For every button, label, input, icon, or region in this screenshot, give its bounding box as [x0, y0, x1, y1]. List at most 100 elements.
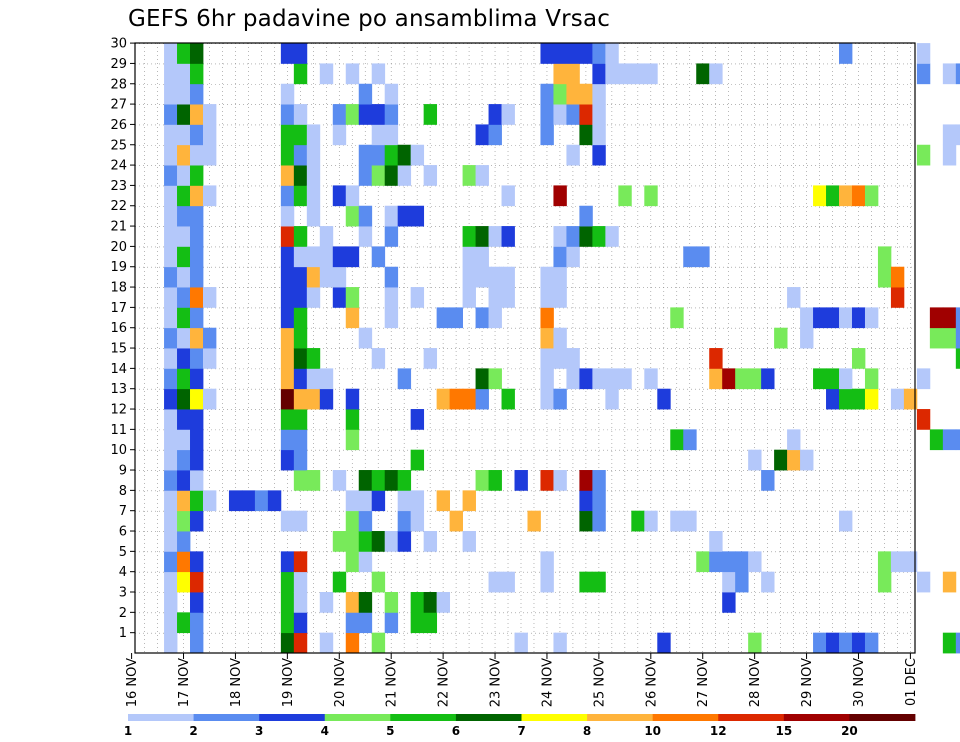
heatmap-cell [540, 470, 554, 491]
heatmap-cell [280, 124, 295, 146]
heatmap-cell [722, 551, 736, 573]
heatmap-cell [592, 510, 606, 532]
heatmap-cell [566, 63, 580, 85]
heatmap-cell [177, 348, 191, 369]
heatmap-cell [177, 43, 191, 64]
heatmap-cell [293, 185, 308, 207]
heatmap-cell [177, 266, 191, 288]
heatmap-cell [293, 592, 308, 613]
heatmap-cell [540, 266, 554, 288]
heatmap-cell [190, 43, 204, 64]
heatmap-cell [605, 226, 619, 247]
heatmap-cell [579, 43, 593, 64]
heatmap-cell [722, 592, 736, 613]
y-tick-label: 29 [110, 57, 127, 72]
heatmap-cell [190, 348, 204, 369]
heatmap-cell [942, 144, 957, 166]
colorbar-swatch [521, 714, 588, 721]
heatmap-cell [579, 124, 593, 146]
x-tick-label: 22 NOV [437, 658, 452, 707]
heatmap-cell [202, 124, 217, 146]
heatmap-cell [164, 571, 178, 593]
heatmap-cell [553, 327, 567, 349]
heatmap-cell [177, 246, 191, 268]
heatmap-cell [384, 592, 399, 613]
heatmap-cell [851, 632, 866, 654]
heatmap-cell [345, 409, 360, 430]
heatmap-cell [164, 409, 178, 430]
heatmap-cell [644, 63, 658, 85]
heatmap-cell [397, 531, 412, 552]
heatmap-cell [813, 185, 827, 207]
heatmap-cell [164, 429, 178, 451]
heatmap-cell [488, 124, 502, 146]
heatmap-cell [566, 43, 580, 64]
heatmap-cell [358, 144, 373, 166]
heatmap-cell [293, 307, 308, 329]
heatmap-cell [397, 510, 412, 532]
heatmap-cell [462, 287, 476, 308]
heatmap-cell [228, 490, 243, 512]
heatmap-cell [942, 632, 957, 654]
heatmap-cell [371, 63, 386, 85]
heatmap-cell [955, 327, 960, 349]
heatmap-cell [164, 226, 178, 247]
colorbar-label: 5 [386, 724, 394, 738]
y-tick-label: 8 [119, 484, 127, 499]
heatmap-cell [164, 266, 178, 288]
heatmap-cell [280, 510, 295, 532]
heatmap-cell [579, 226, 593, 247]
heatmap-cell [696, 246, 710, 268]
heatmap-cell [371, 348, 386, 369]
heatmap-cell [358, 83, 373, 105]
heatmap-cell [306, 205, 321, 227]
heatmap-cell [890, 388, 905, 410]
heatmap-cell [306, 287, 321, 308]
y-tick-label: 27 [110, 98, 127, 113]
heatmap-cell [345, 246, 360, 268]
heatmap-cell [332, 104, 347, 125]
heatmap-cell [709, 63, 723, 85]
heatmap-cell [890, 266, 905, 288]
heatmap-cell [280, 632, 295, 654]
heatmap-cell [423, 612, 438, 634]
heatmap-cell [813, 368, 827, 390]
heatmap-cell [813, 307, 827, 329]
heatmap-cell [371, 144, 386, 166]
heatmap-cell [761, 368, 775, 390]
y-tick-label: 5 [119, 545, 127, 560]
heatmap-cell [579, 83, 593, 105]
x-tick-label: 01 DEC [904, 658, 919, 706]
heatmap-cell [384, 531, 399, 552]
heatmap-cell [306, 124, 321, 146]
heatmap-cell [592, 104, 606, 125]
x-tick-label: 30 NOV [852, 658, 867, 707]
heatmap-cell [345, 531, 360, 552]
heatmap-cell [488, 226, 502, 247]
heatmap-cell [618, 63, 632, 85]
heatmap-cell [280, 612, 295, 634]
heatmap-cell [813, 632, 827, 654]
heatmap-cell [164, 144, 178, 166]
heatmap-cell [540, 124, 554, 146]
heatmap-cell [280, 287, 295, 308]
heatmap-cell [709, 368, 723, 390]
y-tick-label: 25 [110, 138, 127, 153]
heatmap-cell [358, 470, 373, 491]
heatmap-cell [280, 266, 295, 288]
heatmap-cell [164, 632, 178, 654]
y-tick-label: 26 [110, 118, 127, 133]
heatmap-cell [488, 307, 502, 329]
heatmap-cell [384, 83, 399, 105]
heatmap-cell [540, 571, 554, 593]
heatmap-cell [592, 226, 606, 247]
heatmap-cell [579, 470, 593, 491]
colorbar-swatch [652, 714, 719, 721]
heatmap-cell [761, 571, 775, 593]
heatmap-cell [293, 571, 308, 593]
heatmap-cell [955, 124, 960, 146]
colorbar-label: 20 [841, 724, 858, 738]
heatmap-cell [345, 510, 360, 532]
heatmap-cell [488, 571, 502, 593]
heatmap-cell [202, 185, 217, 207]
